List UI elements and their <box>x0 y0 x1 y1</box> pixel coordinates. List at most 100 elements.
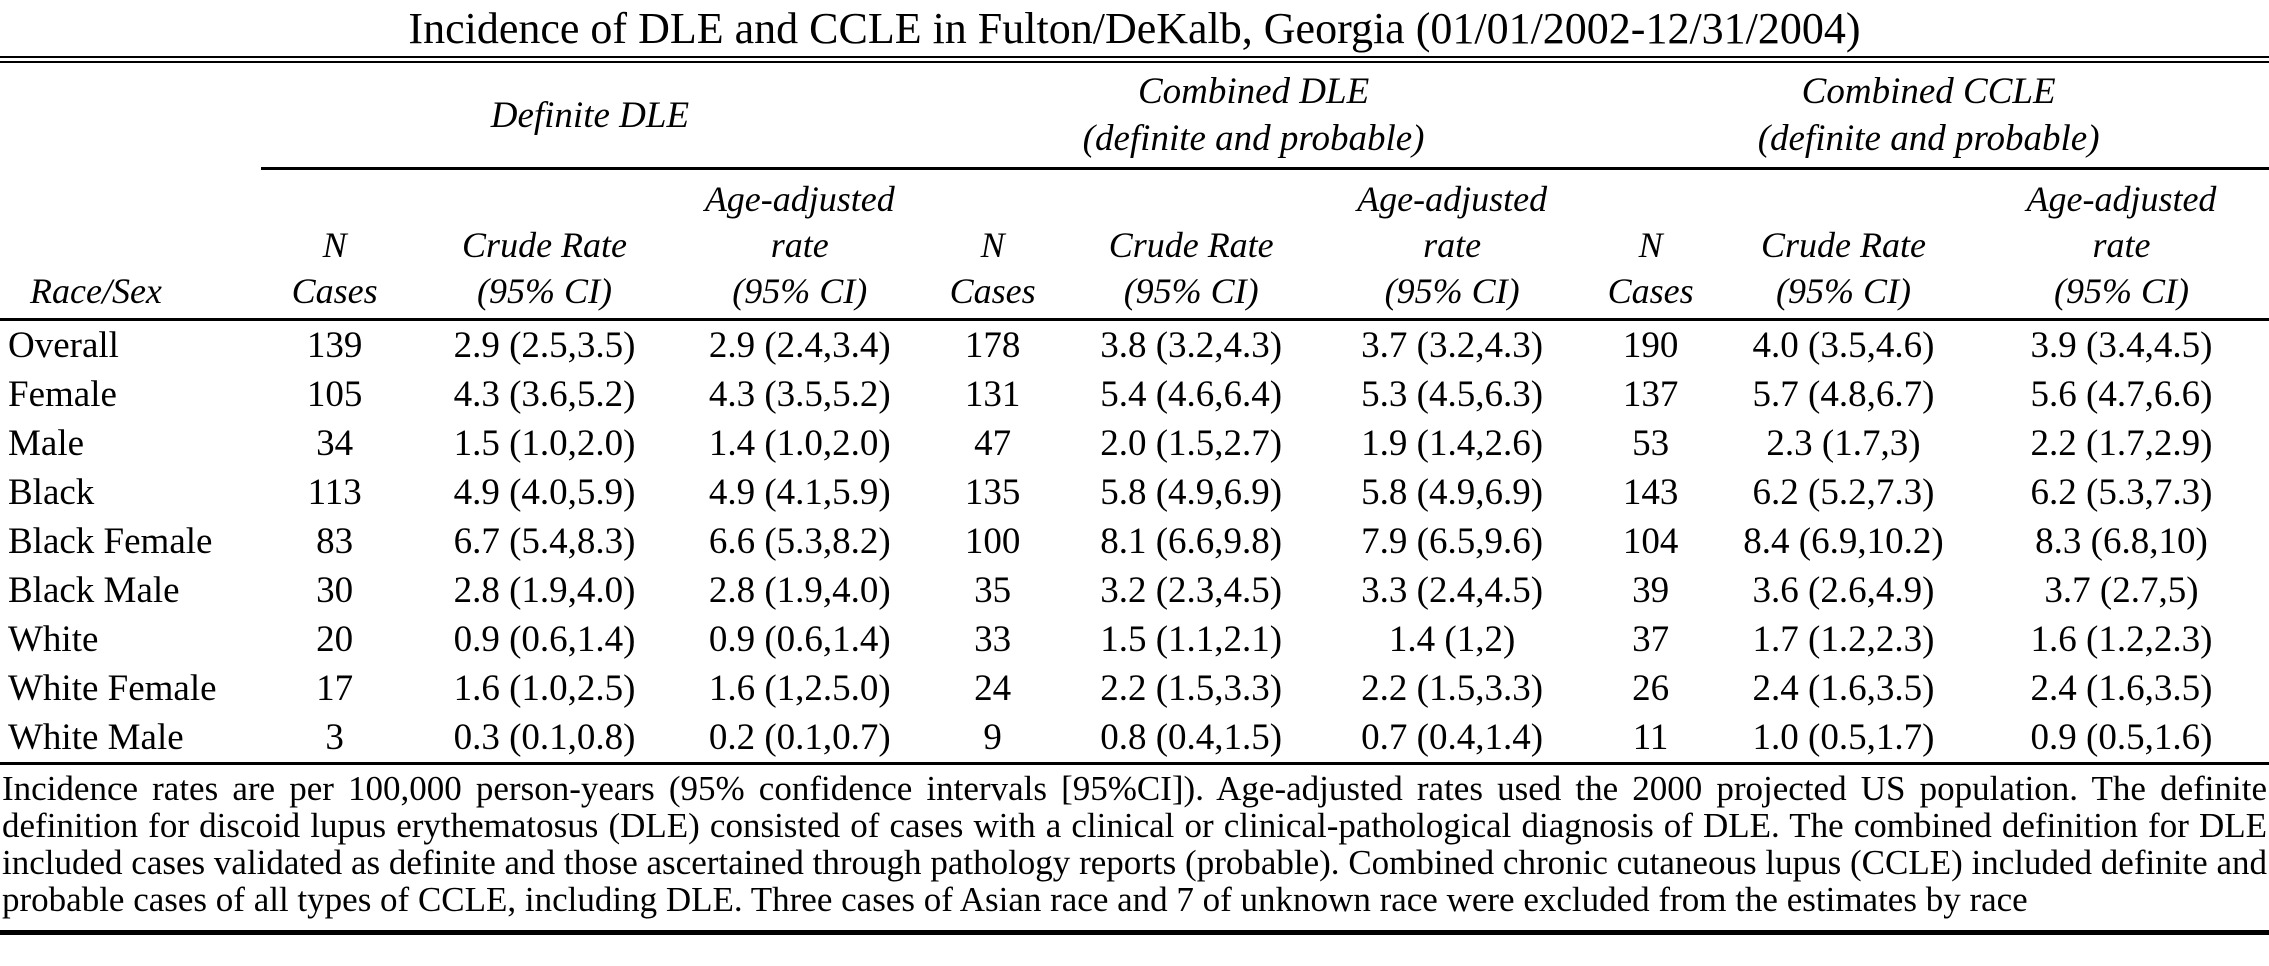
column-header-label: N <box>322 225 347 265</box>
data-cell: 105 <box>306 374 363 415</box>
data-cell: 100 <box>964 521 1021 562</box>
data-cell: 34 <box>316 423 354 464</box>
group-label: Combined DLE <box>1137 71 1370 112</box>
column-header-label: Age-adjusted <box>1357 179 1548 219</box>
data-cell: 4.9 (4.0,5.9) <box>453 472 636 513</box>
data-cell: 53 <box>1632 423 1670 464</box>
data-cell: 2.9 (2.5,3.5) <box>453 325 636 366</box>
data-cell: 26 <box>1632 668 1670 709</box>
data-cell: 0.7 (0.4,1.4) <box>1315 713 1589 765</box>
data-cell: 5.3 (4.5,6.3) <box>1361 374 1544 415</box>
column-header-age-adjusted-2: Age-adjusted rate (95% CI) <box>1315 168 1589 321</box>
data-cell: 5.8 (4.9,6.9) <box>1361 472 1544 513</box>
column-header-label: Race/Sex <box>30 271 162 311</box>
data-cell: 4.9 (4.1,5.9) <box>708 472 891 513</box>
data-cell: 143 <box>1622 472 1679 513</box>
data-cell: 6.2 (5.2,7.3) <box>1752 472 1935 513</box>
data-cell: 3.3 (2.4,4.5) <box>1361 570 1544 611</box>
row-label: White Female <box>8 668 217 709</box>
group-sublabel: (definite and probable) <box>1082 118 1425 159</box>
group-label: Definite DLE <box>490 94 690 136</box>
row-label: Black Male <box>8 570 180 611</box>
column-header-crude-rate-3: Crude Rate (95% CI) <box>1713 168 1974 321</box>
data-cell: 39 <box>1632 570 1670 611</box>
data-cell: 3.7 (3.2,4.3) <box>1361 325 1544 366</box>
data-cell: 11 <box>1588 713 1714 765</box>
table-title: Incidence of DLE and CCLE in Fulton/DeKa… <box>408 4 1861 53</box>
data-cell: 4.3 (3.5,5.2) <box>708 374 891 415</box>
data-cell: 0.2 (0.1,0.7) <box>680 713 919 765</box>
data-cell: 2.8 (1.9,4.0) <box>708 570 891 611</box>
data-cell: 5.4 (4.6,6.4) <box>1100 374 1283 415</box>
data-cell: 139 <box>306 325 363 366</box>
row-label: Male <box>8 423 85 464</box>
data-cell: 30 <box>316 570 354 611</box>
data-cell: 6.6 (5.3,8.2) <box>708 521 891 562</box>
data-cell: 33 <box>974 619 1012 660</box>
column-header-label: (95% CI) <box>1775 271 1911 311</box>
data-cell: 1.0 (0.5,1.7) <box>1713 713 1974 765</box>
table-body: Overall 139 2.9 (2.5,3.5) 2.9 (2.4,3.4) 178 3… <box>0 320 2269 765</box>
data-cell: 3.6 (2.6,4.9) <box>1752 570 1935 611</box>
group-header-combined-ccle: Combined CCLE (definite and probable) <box>1588 63 2269 170</box>
table-row: Male 34 1.5 (1.0,2.0) 1.4 (1.0,2.0) 47 2.0 (1… <box>0 419 2269 468</box>
data-cell: 178 <box>964 325 1021 366</box>
table-row: Female 105 4.3 (3.6,5.2) 4.3 (3.5,5.2) 131 5.… <box>0 370 2269 419</box>
data-cell: 1.4 (1,2) <box>1388 619 1516 660</box>
data-cell: 3.9 (3.4,4.5) <box>2030 325 2213 366</box>
data-cell: 1.5 (1.1,2.1) <box>1100 619 1283 660</box>
data-cell: 8.1 (6.6,9.8) <box>1100 521 1283 562</box>
data-cell: 0.3 (0.1,0.8) <box>408 713 681 765</box>
data-cell: 6.2 (5.3,7.3) <box>2030 472 2213 513</box>
column-header-label: Crude Rate <box>1760 225 1926 265</box>
data-cell: 83 <box>316 521 354 562</box>
data-cell: 3.8 (3.2,4.3) <box>1100 325 1283 366</box>
column-header-label: Crude Rate <box>1108 225 1274 265</box>
column-header-label: (95% CI) <box>1384 271 1520 311</box>
data-cell: 5.7 (4.8,6.7) <box>1752 374 1935 415</box>
column-header-label: (95% CI) <box>1123 271 1259 311</box>
data-cell: 8.4 (6.9,10.2) <box>1743 521 1944 562</box>
incidence-table: Definite DLE Combined DLE (definite and … <box>0 63 2269 765</box>
data-cell: 2.0 (1.5,2.7) <box>1100 423 1283 464</box>
data-cell: 6.7 (5.4,8.3) <box>453 521 636 562</box>
group-sublabel: (definite and probable) <box>1757 118 2100 159</box>
data-cell: 2.2 (1.5,3.3) <box>1361 668 1544 709</box>
table-footnote: Incidence rates are per 100,000 person-y… <box>0 765 2269 935</box>
data-cell: 135 <box>964 472 1021 513</box>
table-row: White Female 17 1.6 (1.0,2.5) 1.6 (1,2.5.0)… <box>0 664 2269 713</box>
column-header-label: Cases <box>1607 271 1694 311</box>
data-cell: 3.2 (2.3,4.5) <box>1100 570 1283 611</box>
table-row: Black Male 30 2.8 (1.9,4.0) 2.8 (1.9,4.0) 35… <box>0 566 2269 615</box>
data-cell: 1.9 (1.4,2.6) <box>1361 423 1544 464</box>
data-cell: 2.2 (1.5,3.3) <box>1100 668 1283 709</box>
data-cell: 2.3 (1.7,3) <box>1766 423 1921 464</box>
data-cell: 1.4 (1.0,2.0) <box>708 423 891 464</box>
data-cell: 1.6 (1.0,2.5) <box>453 668 636 709</box>
row-label: Black <box>8 472 95 513</box>
data-cell: 2.2 (1.7,2.9) <box>2030 423 2213 464</box>
column-header-label: (95% CI) <box>477 271 613 311</box>
data-cell: 2.4 (1.6,3.5) <box>2030 668 2213 709</box>
data-cell: 37 <box>1632 619 1670 660</box>
column-header-label: Age-adjusted <box>2026 179 2217 219</box>
data-cell: 0.8 (0.4,1.5) <box>1066 713 1316 765</box>
column-header-label: (95% CI) <box>2053 271 2189 311</box>
data-cell: 20 <box>316 619 354 660</box>
data-cell: 8.3 (6.8,10) <box>2035 521 2208 562</box>
row-label: Overall <box>8 325 119 366</box>
data-cell: 1.6 (1.2,2.3) <box>2030 619 2213 660</box>
column-header-age-adjusted-1: Age-adjusted rate (95% CI) <box>680 168 919 321</box>
data-cell: 0.9 (0.6,1.4) <box>453 619 636 660</box>
data-cell: 2.8 (1.9,4.0) <box>453 570 636 611</box>
column-header-age-adjusted-3: Age-adjusted rate (95% CI) <box>1973 168 2269 321</box>
row-label: White Male <box>0 713 261 765</box>
column-header-label: Cases <box>949 271 1036 311</box>
data-cell: 137 <box>1622 374 1679 415</box>
data-cell: 0.9 (0.6,1.4) <box>708 619 891 660</box>
data-cell: 4.0 (3.5,4.6) <box>1752 325 1935 366</box>
data-cell: 47 <box>974 423 1012 464</box>
data-cell: 7.9 (6.5,9.6) <box>1361 521 1544 562</box>
title-rule <box>0 56 2269 63</box>
